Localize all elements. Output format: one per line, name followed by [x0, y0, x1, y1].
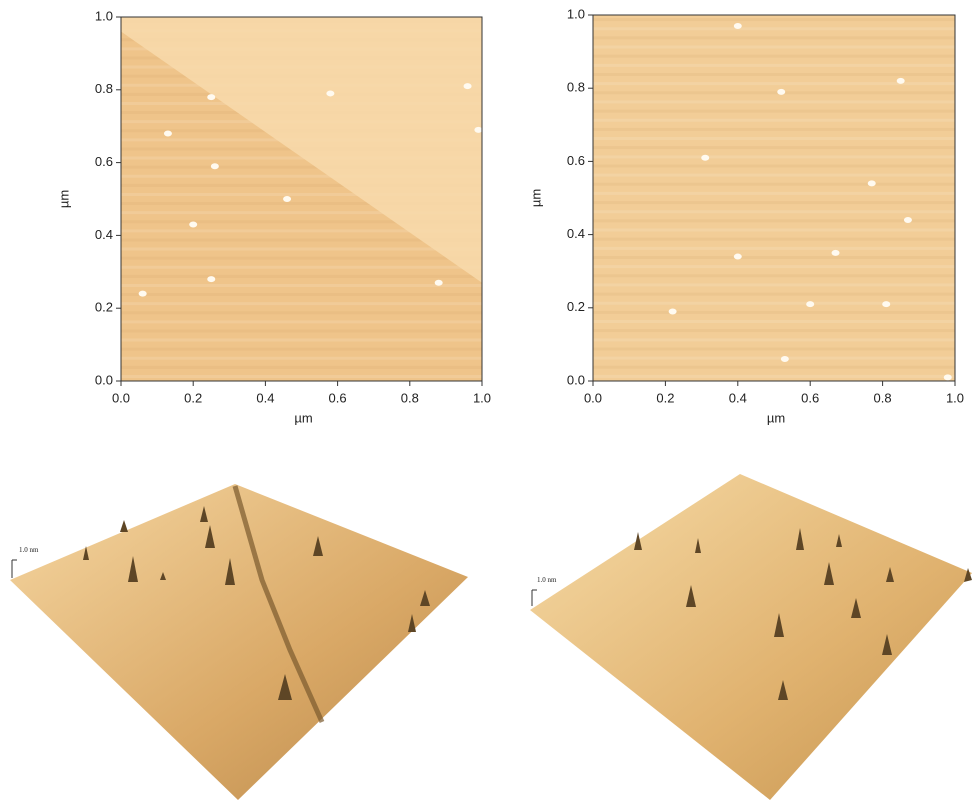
x-tick-label: 1.0 [946, 390, 964, 405]
x-tick-label: 0.6 [801, 390, 819, 405]
particle [882, 301, 890, 307]
y-tick-label: 1.0 [567, 6, 585, 21]
x-tick-label: 0.4 [729, 390, 747, 405]
y-tick-label: 0.8 [95, 81, 113, 96]
surface-3d-right: 1.0 nm [530, 474, 972, 800]
x-tick-label: 0.0 [112, 390, 130, 405]
afm-panel: 0.0 0.2 0.4 0.6 0.8 1.0 0.0 0.2 0.4 0.6 0.8 1.0 µm µm [56, 8, 491, 425]
scale-label: 1.0 nm [19, 546, 39, 554]
afm-panel: 0.0 0.2 0.4 0.6 0.8 1.0 0.0 0.2 0.4 0.6 0.8 1.0 µm µm [528, 6, 964, 425]
y-tick-label: 0.2 [567, 299, 585, 314]
x-tick-label: 0.8 [401, 390, 419, 405]
x-tick-label: 0.2 [184, 390, 202, 405]
y-tick-label: 0.4 [95, 227, 113, 242]
particle [464, 83, 472, 89]
y-axis-label: µm [56, 190, 71, 208]
surface [530, 474, 972, 800]
particle [897, 78, 905, 84]
particle [781, 356, 789, 362]
x-axis-label: µm [767, 410, 785, 425]
particle [326, 90, 334, 96]
particle [435, 280, 443, 286]
particle [283, 196, 291, 202]
x-tick-label: 0.6 [329, 390, 347, 405]
x-tick-label: 0.0 [584, 390, 602, 405]
charts: 0.0 0.2 0.4 0.6 0.8 1.0 0.0 0.2 0.4 0.6 0.8 1.0 µm µm… [56, 6, 964, 425]
particle [207, 94, 215, 100]
y-tick-label: 0.4 [567, 226, 585, 241]
particle [806, 301, 814, 307]
figure: 0.0 0.2 0.4 0.6 0.8 1.0 0.0 0.2 0.4 0.6 0.8 1.0 µm µm… [0, 0, 972, 800]
particle [207, 276, 215, 282]
particle [944, 374, 952, 380]
y-tick-label: 1.0 [95, 8, 113, 23]
particle [734, 254, 742, 260]
y-axis-label: µm [528, 189, 543, 207]
particle [904, 217, 912, 223]
particle [474, 127, 482, 133]
particle [868, 180, 876, 186]
y-tick-label: 0.6 [567, 153, 585, 168]
x-tick-label: 0.4 [256, 390, 274, 405]
surface [10, 484, 468, 800]
y-tick-label: 0.6 [95, 154, 113, 169]
particle [669, 308, 677, 314]
y-tick-label: 0.0 [567, 372, 585, 387]
image-area [593, 15, 955, 381]
x-tick-label: 1.0 [473, 390, 491, 405]
surface-3d-left: 1.0 nm [10, 484, 468, 800]
scale-label: 1.0 nm [537, 576, 557, 584]
particle [164, 130, 172, 136]
particle [734, 23, 742, 29]
particle [777, 89, 785, 95]
x-tick-label: 0.2 [656, 390, 674, 405]
y-tick-label: 0.2 [95, 300, 113, 315]
particle [189, 221, 197, 227]
particle [211, 163, 219, 169]
particle [832, 250, 840, 256]
particle [701, 155, 709, 161]
y-tick-label: 0.0 [95, 372, 113, 387]
particle [139, 291, 147, 297]
y-tick-label: 0.8 [567, 80, 585, 95]
x-axis-label: µm [294, 410, 312, 425]
x-tick-label: 0.8 [874, 390, 892, 405]
